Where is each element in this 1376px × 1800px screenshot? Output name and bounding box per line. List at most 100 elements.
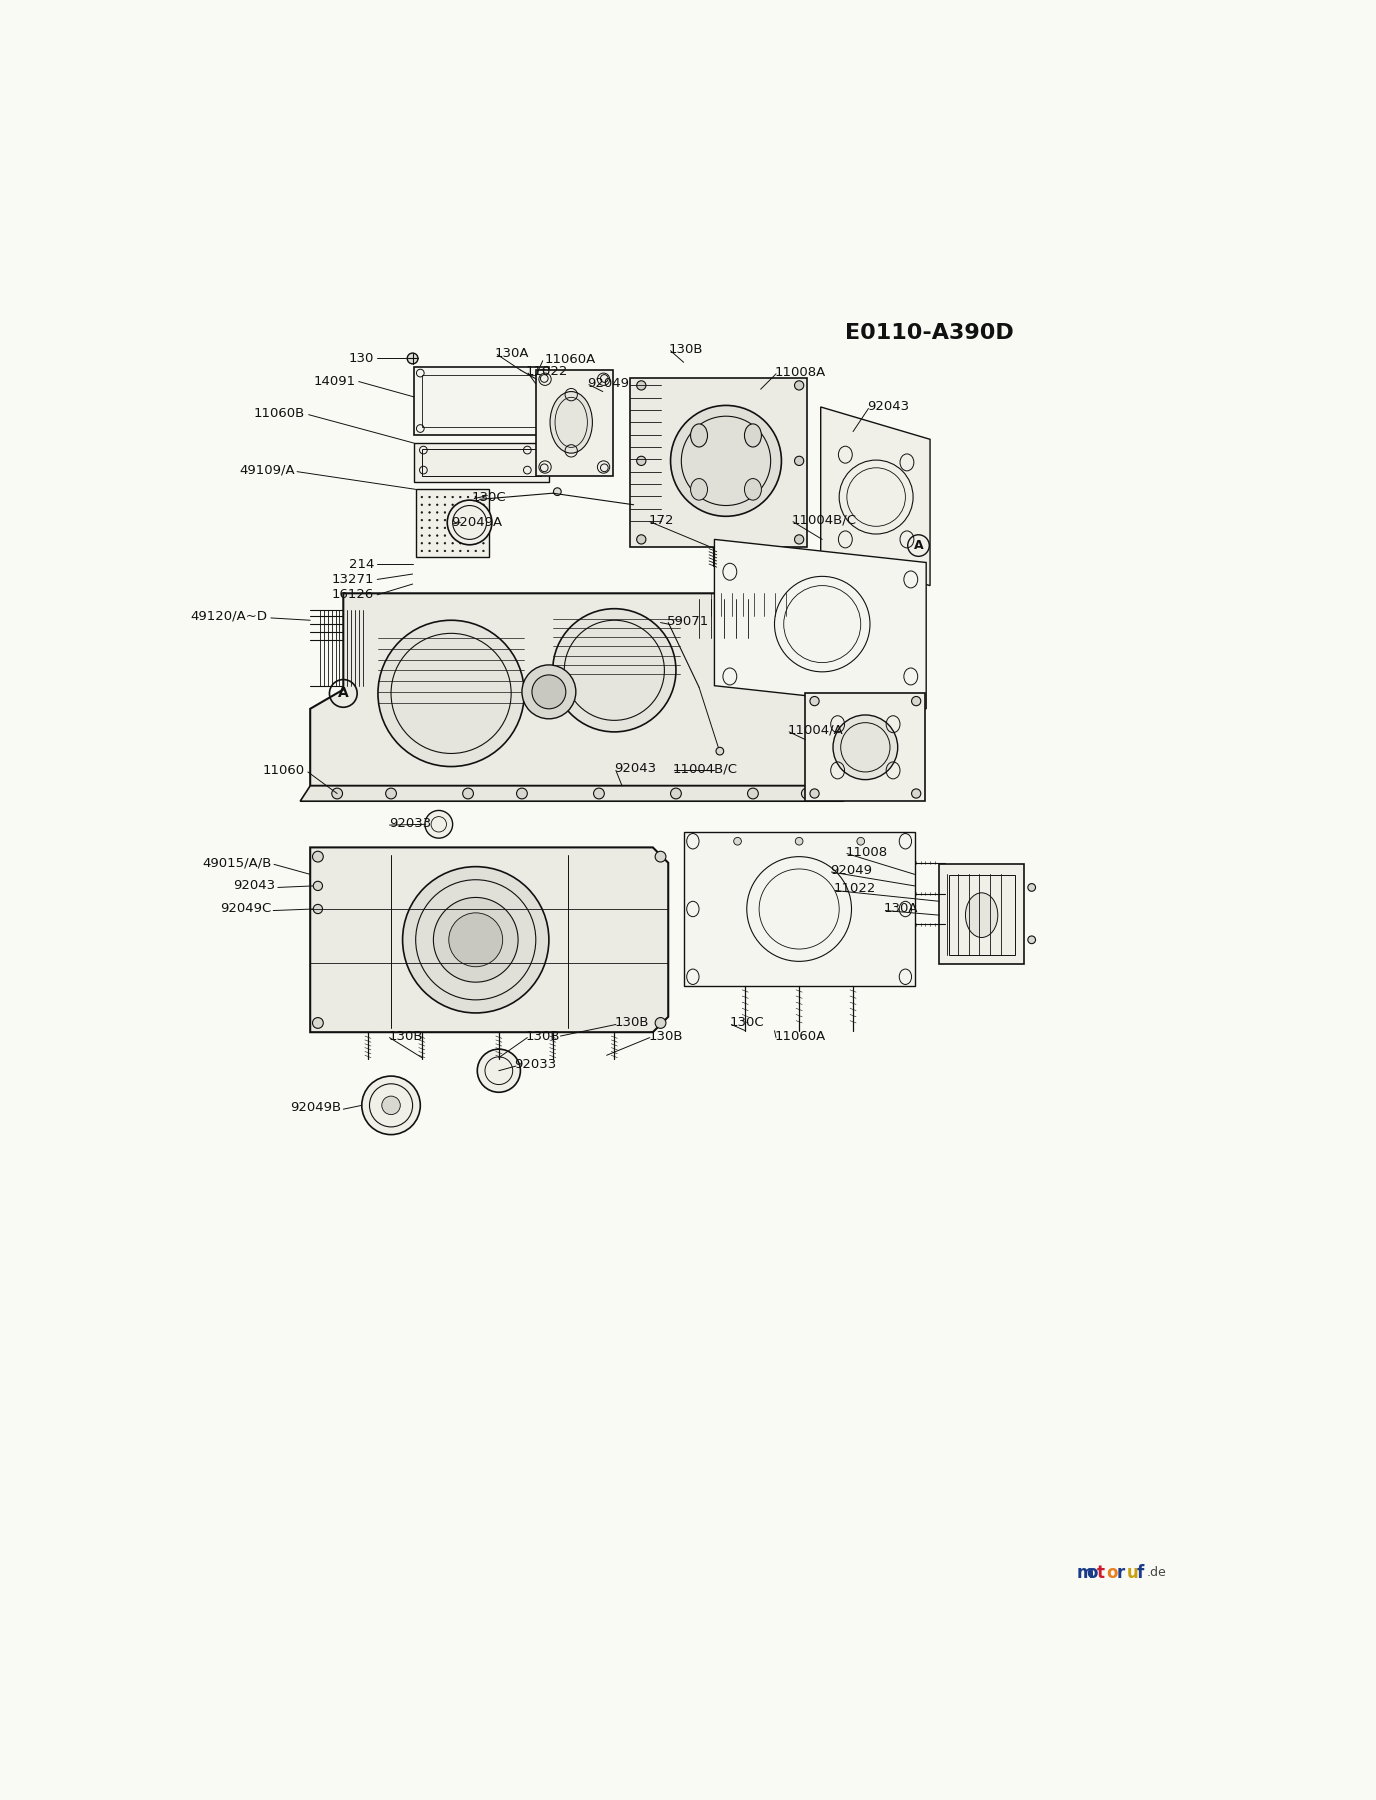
Circle shape [433,898,519,983]
Text: .de: .de [1146,1566,1167,1579]
Ellipse shape [966,893,998,938]
Text: o: o [1106,1564,1117,1582]
Bar [805,693,925,801]
Polygon shape [820,407,930,585]
Text: 92049A: 92049A [451,517,502,529]
Bar [422,448,541,477]
Text: E0110-A390D: E0110-A390D [845,322,1014,344]
Text: t: t [1097,1564,1105,1582]
Circle shape [794,535,804,544]
Text: 130: 130 [348,353,374,365]
Circle shape [477,1049,520,1093]
Text: 214: 214 [348,558,374,571]
Text: 11022: 11022 [526,365,568,378]
Text: 130B: 130B [648,1030,682,1042]
Circle shape [670,405,782,517]
Circle shape [553,608,676,733]
Text: 130C: 130C [729,1017,765,1030]
Bar [422,374,541,427]
Text: 130B: 130B [669,342,703,356]
Ellipse shape [550,392,593,454]
Circle shape [314,904,322,914]
Text: 92043: 92043 [614,763,656,776]
Bar [940,864,1024,965]
Text: 16126: 16126 [332,589,374,601]
Circle shape [312,1017,323,1028]
Circle shape [1028,884,1036,891]
Circle shape [522,664,575,718]
Text: 11060A: 11060A [775,1030,826,1042]
Circle shape [733,837,742,844]
Text: A: A [914,538,923,553]
Text: 92033: 92033 [389,817,431,830]
Circle shape [381,1096,400,1114]
Text: 11022: 11022 [834,882,877,895]
Circle shape [378,621,524,767]
Text: u: u [1127,1564,1138,1582]
Circle shape [810,697,819,706]
Text: 14091: 14091 [314,374,355,389]
Circle shape [516,788,527,799]
Bar [414,367,549,434]
Text: 11004/A: 11004/A [787,724,843,736]
Circle shape [362,1076,420,1134]
Circle shape [449,913,502,967]
Text: 172: 172 [648,513,674,527]
Text: r: r [1116,1564,1124,1582]
Bar [414,443,549,482]
Text: 13271: 13271 [332,572,374,587]
Text: 11004B/C: 11004B/C [671,763,738,776]
Circle shape [810,788,819,797]
Circle shape [911,697,921,706]
Text: 92033: 92033 [515,1058,556,1071]
Circle shape [670,788,681,799]
Circle shape [533,675,566,709]
Circle shape [911,788,921,797]
Text: 11008A: 11008A [775,365,826,378]
Bar [416,490,488,558]
Circle shape [637,455,645,466]
Circle shape [637,382,645,391]
Polygon shape [684,832,915,986]
Text: 92043: 92043 [867,400,910,414]
Polygon shape [714,540,926,709]
Circle shape [747,788,758,799]
Circle shape [312,851,323,862]
Text: 92049: 92049 [588,376,629,389]
Circle shape [794,455,804,466]
Text: f: f [1137,1564,1143,1582]
Circle shape [425,810,453,839]
Text: 92043: 92043 [234,880,275,893]
Text: 11060B: 11060B [253,407,305,419]
Text: 49015/A/B: 49015/A/B [202,857,271,869]
Polygon shape [310,594,834,787]
Circle shape [655,851,666,862]
Circle shape [801,788,812,799]
Ellipse shape [447,500,491,545]
Polygon shape [630,378,806,547]
Circle shape [385,788,396,799]
Circle shape [462,788,473,799]
Text: 92049C: 92049C [220,902,271,916]
Text: 49109/A: 49109/A [239,464,294,477]
Text: 11060A: 11060A [545,353,596,365]
Text: 92049: 92049 [830,864,872,877]
Circle shape [655,1017,666,1028]
Circle shape [857,837,864,844]
Circle shape [832,715,897,779]
Text: 11008: 11008 [845,846,888,859]
Text: 130B: 130B [526,1030,560,1042]
Circle shape [1028,936,1036,943]
Circle shape [407,353,418,364]
Bar [948,875,1014,956]
Text: m: m [1076,1564,1094,1582]
Text: 11060: 11060 [263,763,305,778]
Text: o: o [1086,1564,1098,1582]
Circle shape [314,882,322,891]
Circle shape [795,837,804,844]
Ellipse shape [744,425,761,446]
Text: 130C: 130C [472,491,506,504]
Circle shape [553,488,561,495]
Circle shape [794,382,804,391]
Text: 49120/A~D: 49120/A~D [191,610,268,623]
